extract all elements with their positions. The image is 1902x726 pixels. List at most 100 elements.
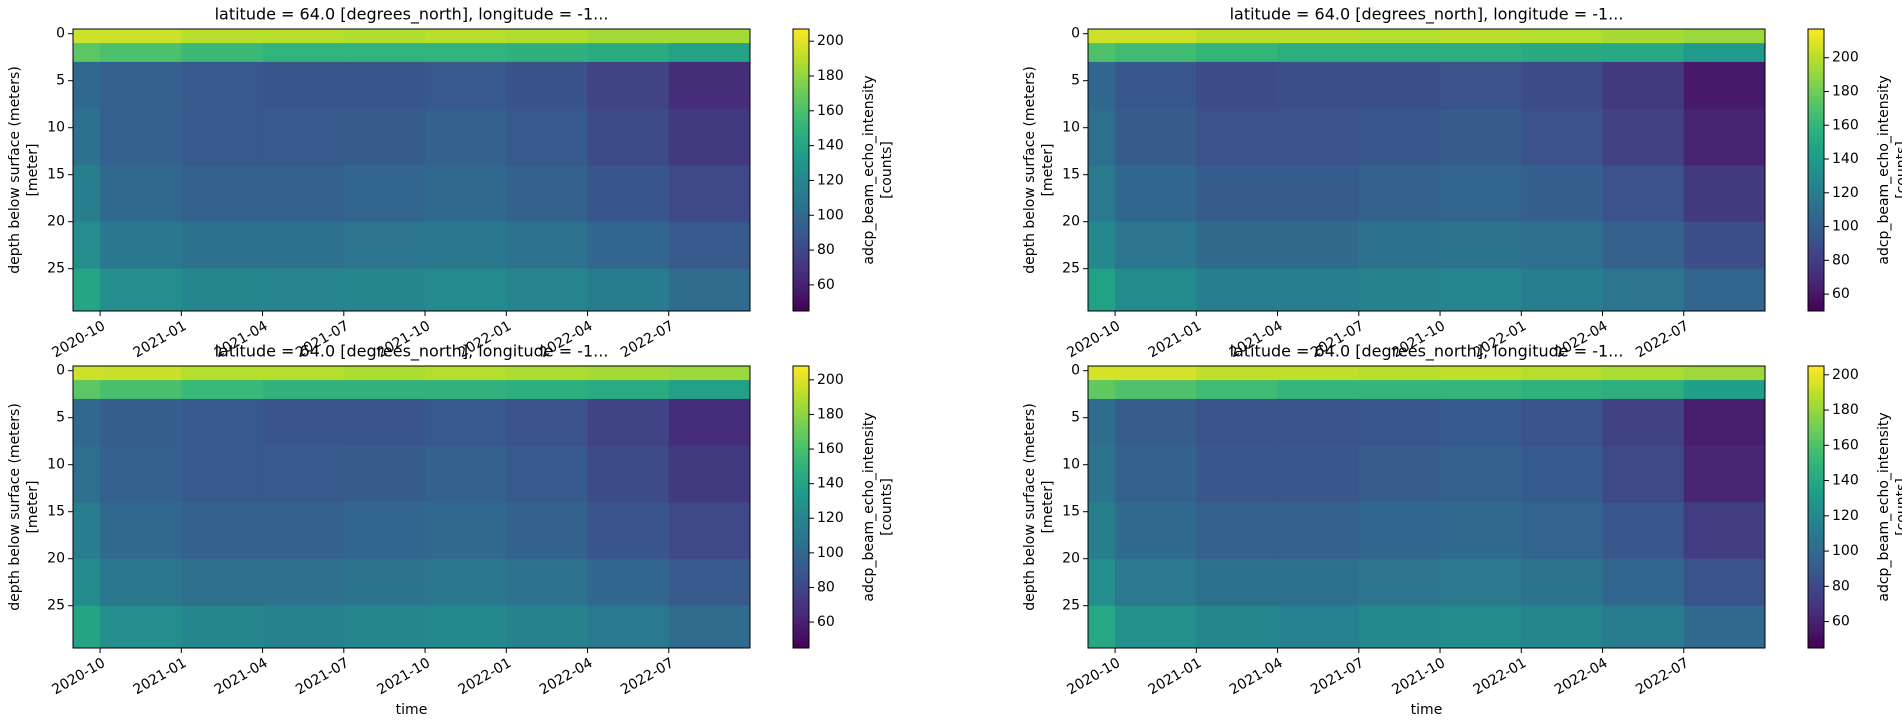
heatmap-cell: [1521, 366, 1604, 381]
colorbar-label: [counts]: [1894, 141, 1902, 199]
heatmap-cell: [1683, 108, 1766, 166]
y-tick-label: 10: [1062, 120, 1080, 136]
heatmap-cell: [506, 29, 589, 44]
y-tick-label: 15: [47, 504, 65, 520]
colorbar-tick-label: 160: [817, 103, 844, 119]
colorbar: [792, 365, 810, 649]
x-tick-label: 2022-01: [1471, 655, 1530, 698]
heatmap-cell: [587, 445, 670, 503]
heatmap-cell: [1521, 29, 1604, 44]
heatmap-cell: [73, 502, 101, 560]
heatmap-cell: [1440, 43, 1522, 63]
heatmap-cell: [1088, 445, 1116, 503]
heatmap-cell: [1196, 366, 1279, 381]
colorbar-tick-label: 60: [817, 277, 835, 293]
heatmap-cell: [1521, 380, 1604, 400]
heatmap-cell: [262, 165, 345, 223]
heatmap-cell: [1277, 29, 1360, 44]
heatmap-cell: [1088, 558, 1116, 607]
heatmap-cell: [1115, 502, 1197, 560]
heatmap-cell: [100, 380, 182, 400]
heatmap-cell: [506, 502, 589, 560]
heatmap-cell: [343, 605, 426, 649]
heatmap-cell: [100, 366, 182, 381]
x-tick-label: 2022-07: [618, 318, 677, 361]
heatmap-cell: [1683, 398, 1766, 447]
heatmap-cell: [668, 398, 751, 447]
colorbar-tick-label: 120: [817, 510, 844, 526]
heatmap-cell: [1115, 268, 1197, 312]
heatmap-cell: [1196, 43, 1279, 63]
heatmap-cell: [668, 29, 751, 44]
heatmap-cell: [1440, 165, 1522, 223]
heatmap-cell: [343, 380, 426, 400]
heatmap-cell: [1683, 29, 1766, 44]
x-tick-label: 2021-10: [374, 655, 433, 698]
x-tick-label: 2022-07: [1633, 655, 1692, 698]
heatmap-cell: [1602, 605, 1685, 649]
heatmap-cell: [1683, 605, 1766, 649]
heatmap-cell: [425, 268, 507, 312]
heatmap-cell: [587, 380, 670, 400]
heatmap-cell: [425, 366, 507, 381]
heatmap-cell: [1602, 445, 1685, 503]
heatmap-cell: [1277, 165, 1360, 223]
heatmap-cell: [73, 221, 101, 270]
colorbar: [792, 28, 810, 312]
y-axis-label: depth below surface (meters): [7, 403, 23, 611]
heatmap-cell: [73, 366, 101, 381]
heatmap-cell: [1683, 502, 1766, 560]
heatmap-cell: [425, 108, 507, 166]
heatmap-cell: [262, 221, 345, 270]
heatmap-cell: [1440, 108, 1522, 166]
heatmap-cell: [181, 502, 264, 560]
y-tick-label: 20: [1062, 214, 1080, 230]
y-tick-label: 10: [1062, 457, 1080, 473]
heatmap-cell: [1440, 61, 1522, 110]
heatmap-cell: [1196, 108, 1279, 166]
heatmap-cell: [1196, 61, 1279, 110]
colorbar-label: adcp_beam_echo_intensity: [1876, 75, 1892, 264]
x-tick-label: 2021-04: [1227, 655, 1286, 698]
heatmap-cell: [262, 380, 345, 400]
x-tick-label: 2022-07: [618, 655, 677, 698]
heatmap-cell: [587, 108, 670, 166]
heatmap-cell: [1088, 29, 1116, 44]
y-tick-label: 0: [56, 363, 65, 379]
y-tick-label: 5: [1071, 410, 1080, 426]
heatmap-cell: [668, 221, 751, 270]
colorbar-label: [counts]: [879, 141, 895, 199]
heatmap-cell: [425, 61, 507, 110]
x-tick-label: 2021-07: [1308, 655, 1367, 698]
heatmap-cell: [1602, 558, 1685, 607]
heatmap-cell: [343, 366, 426, 381]
colorbar-tick-label: 60: [1832, 286, 1850, 302]
colorbar-tick-label: 180: [817, 68, 844, 84]
heatmap-cell: [1277, 366, 1360, 381]
heatmap-cell: [1196, 268, 1279, 312]
heatmap-cell: [1683, 445, 1766, 503]
heatmap-cell: [73, 605, 101, 649]
y-tick-label: 5: [56, 410, 65, 426]
heatmap-cell: [1088, 502, 1116, 560]
heatmap-cell: [1277, 445, 1360, 503]
colorbar-label: [counts]: [1894, 478, 1902, 536]
colorbar-tick-label: 200: [817, 372, 844, 388]
x-tick-label: 2021-01: [1146, 318, 1205, 361]
colorbar-tick-label: 60: [817, 614, 835, 630]
heatmap-cell: [343, 502, 426, 560]
heatmap-cell: [587, 605, 670, 649]
heatmap-cell: [1521, 445, 1604, 503]
heatmap-cell: [1602, 61, 1685, 110]
y-tick-label: 10: [47, 457, 65, 473]
chart-title: latitude = 64.0 [degrees_north], longitu…: [215, 342, 609, 362]
heatmap-cell: [1602, 268, 1685, 312]
heatmap-cell: [1358, 445, 1441, 503]
heatmap-cell: [1358, 366, 1441, 381]
colorbar-tick-label: 80: [1832, 252, 1850, 268]
heatmap-cell: [343, 61, 426, 110]
x-tick-label: 2022-04: [1552, 655, 1611, 698]
heatmap-cell: [506, 61, 589, 110]
colorbar-label: adcp_beam_echo_intensity: [861, 412, 877, 601]
heatmap-cell: [343, 43, 426, 63]
